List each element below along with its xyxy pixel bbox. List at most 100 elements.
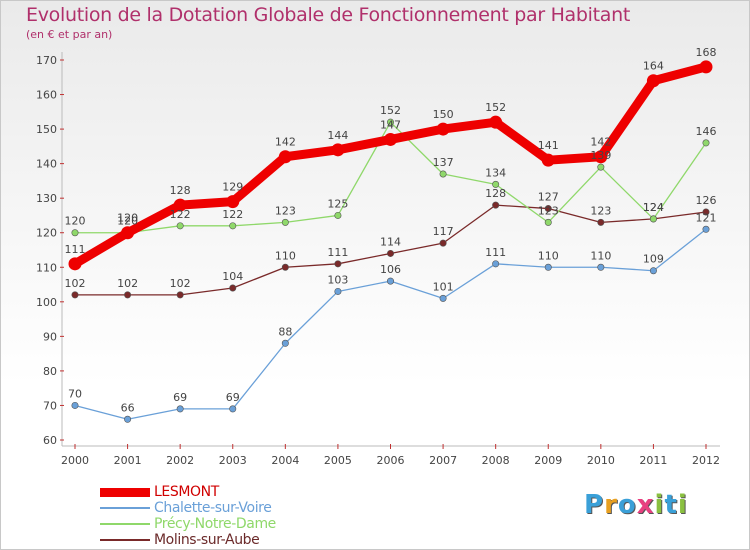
- data-point: [489, 115, 503, 129]
- data-point: [229, 284, 237, 292]
- data-point: [649, 267, 657, 275]
- data-label: 121: [696, 211, 717, 224]
- logo-letter: r: [604, 490, 618, 520]
- data-point: [71, 401, 79, 409]
- data-label: 106: [380, 263, 401, 276]
- legend-label: Molins-sur-Aube: [154, 532, 260, 548]
- proxiti-logo: Proxiti: [584, 490, 688, 520]
- data-point: [699, 60, 713, 74]
- data-label: 123: [590, 204, 611, 217]
- data-label: 110: [538, 249, 559, 262]
- data-label: 142: [275, 136, 296, 149]
- data-point: [594, 150, 608, 164]
- x-tick-label: 2004: [271, 454, 299, 467]
- data-label: 102: [170, 277, 191, 290]
- data-label: 120: [65, 215, 86, 228]
- legend-item: LESMONT: [100, 484, 276, 500]
- data-point: [597, 218, 605, 226]
- data-point: [68, 257, 82, 271]
- data-point: [702, 208, 710, 216]
- x-tick-label: 2006: [377, 454, 405, 467]
- data-label: 144: [327, 129, 348, 142]
- data-point: [386, 118, 394, 126]
- data-label: 125: [327, 197, 348, 210]
- data-label: 120: [117, 212, 138, 225]
- legend-item: Précy-Notre-Dame: [100, 516, 276, 532]
- x-tick-label: 2009: [534, 454, 562, 467]
- data-point: [702, 139, 710, 147]
- legend-item: Chalette-sur-Voire: [100, 500, 276, 516]
- data-label: 127: [538, 191, 559, 204]
- x-tick-label: 2000: [61, 454, 89, 467]
- y-tick-label: 90: [43, 330, 57, 343]
- chart-data-points: [68, 60, 713, 423]
- data-point: [334, 211, 342, 219]
- data-label: 69: [226, 391, 240, 404]
- logo-letter: i: [677, 490, 688, 520]
- data-point: [384, 132, 397, 146]
- data-label: 141: [538, 139, 559, 152]
- data-label: 124: [643, 201, 664, 214]
- data-point: [492, 260, 500, 268]
- data-point: [386, 277, 394, 285]
- legend-swatch: [100, 487, 150, 497]
- data-label: 152: [380, 104, 401, 117]
- x-tick-label: 2012: [692, 454, 720, 467]
- data-label: 128: [170, 184, 191, 197]
- data-point: [386, 249, 394, 257]
- data-label: 111: [327, 246, 348, 259]
- logo-letter: t: [664, 490, 678, 520]
- data-label: 109: [643, 253, 664, 266]
- data-point: [439, 294, 447, 302]
- data-label: 111: [485, 246, 506, 259]
- data-point: [492, 201, 500, 209]
- legend-label: Chalette-sur-Voire: [154, 500, 272, 516]
- data-label: 122: [170, 208, 191, 221]
- y-tick-label: 130: [36, 192, 57, 205]
- y-tick-label: 100: [36, 296, 57, 309]
- legend-swatch: [100, 523, 150, 525]
- data-label: 88: [278, 325, 292, 338]
- data-label: 104: [222, 270, 243, 283]
- data-point: [226, 195, 240, 209]
- chart-title: Evolution de la Dotation Globale de Fonc…: [26, 4, 631, 26]
- x-tick-label: 2007: [429, 454, 457, 467]
- y-tick-label: 80: [43, 365, 57, 378]
- x-tick-label: 2002: [166, 454, 194, 467]
- chart-legend: LESMONT Chalette-sur-Voire Précy-Notre-Dam…: [100, 484, 276, 548]
- data-point: [492, 180, 500, 188]
- data-point: [281, 263, 289, 271]
- data-point: [334, 260, 342, 268]
- data-point: [121, 226, 135, 240]
- data-label: 139: [590, 149, 611, 162]
- y-tick-label: 110: [36, 261, 57, 274]
- data-point: [544, 218, 552, 226]
- data-point: [544, 263, 552, 271]
- x-tick-label: 2010: [587, 454, 615, 467]
- data-point: [439, 239, 447, 247]
- data-label: 120: [117, 215, 138, 228]
- data-point: [281, 218, 289, 226]
- y-tick-label: 170: [36, 54, 57, 67]
- legend-label: LESMONT: [154, 484, 219, 500]
- data-point: [597, 163, 605, 171]
- data-point: [71, 229, 79, 237]
- data-label: 146: [696, 125, 717, 138]
- data-point: [649, 215, 657, 223]
- legend-swatch: [100, 507, 150, 509]
- series-line-Chalette-sur-Voire: [74, 228, 707, 420]
- data-label: 134: [485, 166, 506, 179]
- data-point: [334, 287, 342, 295]
- logo-letter: P: [584, 490, 605, 520]
- data-label: 123: [538, 204, 559, 217]
- y-tick-label: 70: [43, 399, 57, 412]
- data-label: 137: [433, 156, 454, 169]
- y-tick-label: 150: [36, 123, 57, 136]
- data-point: [331, 143, 345, 157]
- data-label: 69: [173, 391, 187, 404]
- legend-swatch: [100, 539, 150, 541]
- data-label: 129: [222, 181, 243, 194]
- logo-letter: i: [654, 490, 665, 520]
